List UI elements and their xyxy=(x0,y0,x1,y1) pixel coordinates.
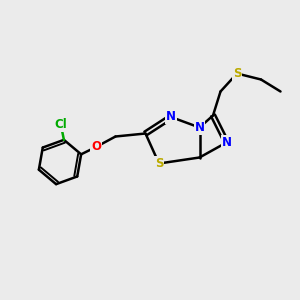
Text: N: N xyxy=(194,121,205,134)
Text: Cl: Cl xyxy=(55,118,67,131)
Text: N: N xyxy=(166,110,176,124)
Text: N: N xyxy=(221,136,232,149)
Text: S: S xyxy=(233,67,241,80)
Text: O: O xyxy=(91,140,101,154)
Text: S: S xyxy=(155,157,163,170)
